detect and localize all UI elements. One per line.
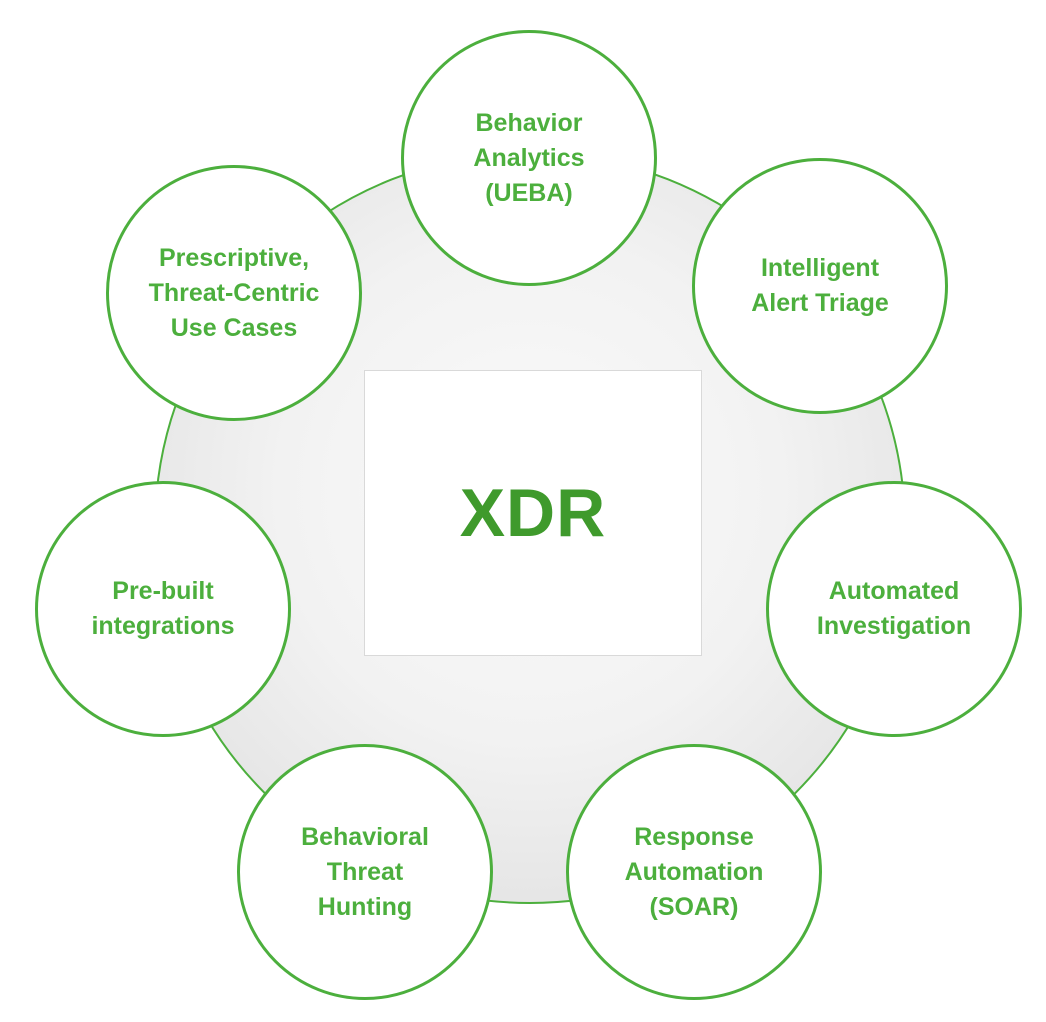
node-label: Prescriptive, Threat-Centric Use Cases [148, 243, 320, 342]
center-box: XDR [364, 370, 702, 656]
node-label: Behavior Analytics (UEBA) [473, 108, 585, 207]
node-label: Intelligent Alert Triage [751, 254, 889, 317]
node-response-automation: Response Automation (SOAR) [566, 744, 822, 1000]
node-label: Behavioral Threat Hunting [301, 822, 429, 921]
center-label: XDR [459, 475, 607, 551]
node-label: Pre-built integrations [91, 577, 235, 640]
node-automated-investigation: Automated Investigation [766, 481, 1022, 737]
node-prescriptive-use-cases: Prescriptive, Threat-Centric Use Cases [106, 165, 362, 421]
node-behavioral-threat-hunting: Behavioral Threat Hunting [237, 744, 493, 1000]
node-label: Response Automation (SOAR) [624, 822, 764, 921]
node-intelligent-alert-triage: Intelligent Alert Triage [692, 158, 948, 414]
node-pre-built-integrations: Pre-built integrations [35, 481, 291, 737]
node-behavior-analytics: Behavior Analytics (UEBA) [401, 30, 657, 286]
node-label: Automated Investigation [816, 577, 972, 640]
